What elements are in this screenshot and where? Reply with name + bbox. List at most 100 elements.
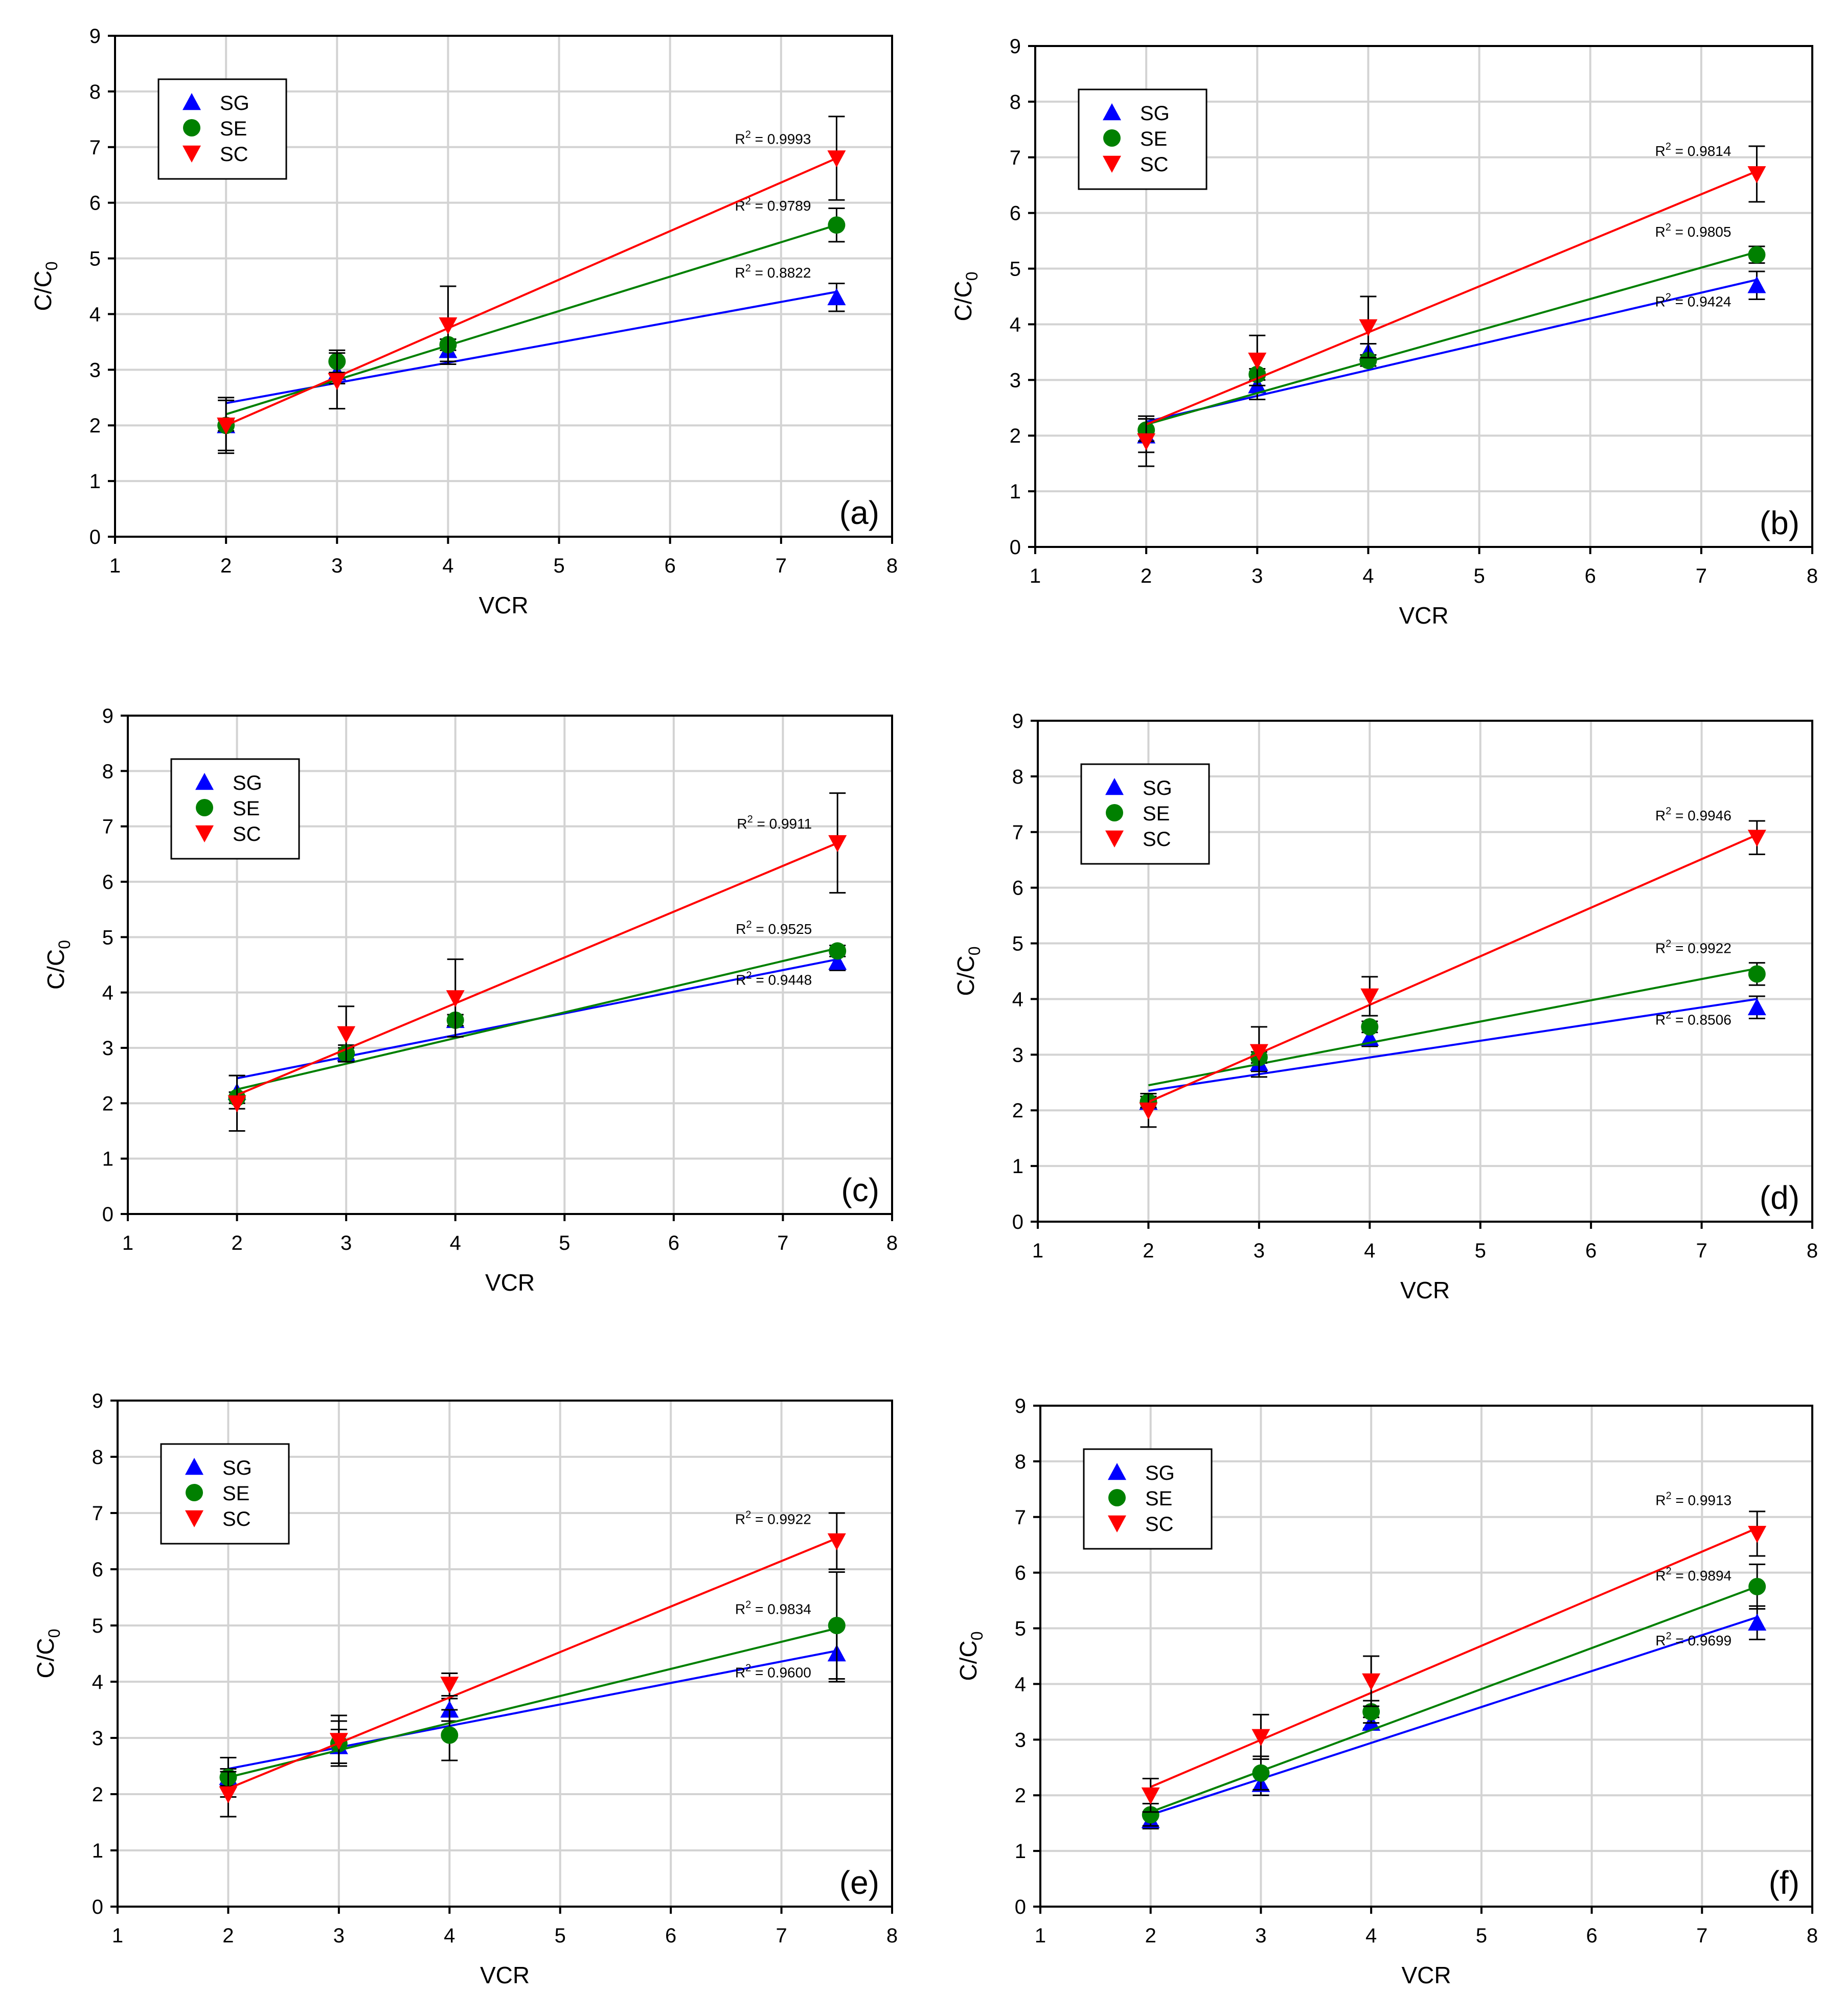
- legend-label: SE: [222, 1482, 249, 1505]
- y-axis-label: C/C0: [42, 940, 74, 990]
- legend-label: SC: [233, 823, 261, 845]
- y-tick-label: 3: [102, 1037, 113, 1060]
- panel-label: (b): [1760, 505, 1800, 541]
- y-tick-label: 2: [102, 1092, 113, 1115]
- y-tick-label: 6: [1015, 1562, 1026, 1585]
- x-axis-label: VCR: [1400, 1277, 1450, 1303]
- y-tick-label: 9: [1015, 1395, 1026, 1417]
- legend-box: [1083, 1448, 1213, 1550]
- r-squared-label: R2 = 0.9525: [736, 919, 812, 937]
- legend-box: [160, 1443, 290, 1545]
- x-tick-label: 6: [665, 555, 676, 577]
- x-tick-label: 5: [555, 1925, 566, 1947]
- data-point: [1362, 1703, 1380, 1721]
- x-axis-label: VCR: [485, 1269, 535, 1296]
- data-point: [328, 373, 347, 391]
- x-tick-label: 8: [1807, 1240, 1818, 1262]
- y-tick-label: 4: [89, 303, 101, 326]
- y-tick-label: 5: [92, 1615, 103, 1637]
- r-squared-label: R2 = 0.9600: [735, 1663, 811, 1681]
- x-tick-label: 7: [776, 1925, 787, 1947]
- x-tick-label: 5: [559, 1232, 570, 1254]
- x-tick-label: 6: [1586, 1925, 1597, 1947]
- legend-label: SE: [1140, 128, 1167, 150]
- data-point: [1748, 1577, 1766, 1595]
- x-tick-label: 1: [122, 1232, 133, 1254]
- r-squared-label: R2 = 0.9913: [1655, 1491, 1732, 1508]
- y-tick-label: 8: [102, 760, 113, 783]
- legend: SG SE SC: [170, 758, 300, 860]
- r-squared-label: R2 = 0.8822: [735, 263, 811, 281]
- y-tick-label: 0: [89, 526, 101, 548]
- x-tick-label: 5: [553, 555, 564, 577]
- fit-line: [1146, 279, 1757, 423]
- y-tick-label: 3: [1010, 369, 1021, 392]
- legend-label: SE: [220, 118, 247, 140]
- y-tick-label: 2: [92, 1783, 103, 1806]
- y-tick-label: 7: [102, 816, 113, 838]
- x-tick-label: 2: [1143, 1240, 1154, 1262]
- y-tick-label: 4: [1015, 1673, 1026, 1696]
- y-tick-label: 5: [1015, 1618, 1026, 1640]
- y-tick-label: 0: [1010, 536, 1021, 559]
- y-tick-label: 4: [102, 982, 113, 1004]
- y-tick-label: 6: [1012, 877, 1023, 900]
- plot-frame: [1034, 45, 1813, 548]
- circle-icon: [1106, 804, 1123, 821]
- triangle-up-icon: [195, 773, 214, 790]
- legend-label: SG: [1145, 1462, 1175, 1484]
- fit-line: [1146, 170, 1758, 426]
- data-point: [1747, 998, 1766, 1016]
- data-point: [1748, 1526, 1767, 1543]
- x-axis-label: VCR: [1399, 602, 1448, 629]
- legend: SG SE SC: [160, 1443, 290, 1545]
- x-tick-label: 5: [1476, 1925, 1487, 1947]
- series-se: R2 = 0.9525: [228, 919, 847, 1107]
- fit-line: [225, 290, 837, 404]
- y-tick-label: 9: [89, 25, 101, 48]
- y-tick-label: 5: [102, 926, 113, 949]
- circle-icon: [186, 1484, 203, 1501]
- y-tick-label: 8: [1012, 766, 1023, 788]
- y-tick-label: 1: [1015, 1840, 1026, 1863]
- y-tick-label: 2: [1012, 1099, 1023, 1122]
- y-tick-label: 8: [89, 81, 101, 103]
- y-tick-label: 7: [89, 136, 101, 159]
- triangle-down-icon: [195, 825, 214, 842]
- x-tick-label: 2: [1145, 1925, 1156, 1947]
- x-tick-label: 8: [886, 555, 898, 577]
- triangle-down-icon: [1105, 830, 1124, 847]
- fit-line: [1146, 250, 1757, 426]
- legend: SG SE SC: [157, 78, 287, 180]
- x-tick-label: 3: [331, 555, 343, 577]
- fit-line: [1150, 1586, 1758, 1813]
- x-tick-label: 1: [1032, 1240, 1043, 1262]
- data-point: [1251, 1729, 1270, 1746]
- x-tick-label: 6: [1585, 565, 1596, 587]
- legend: SG SE SC: [1078, 88, 1208, 190]
- series-sc: R2 = 0.9814: [1137, 141, 1766, 467]
- circle-icon: [1108, 1489, 1126, 1506]
- x-tick-label: 6: [668, 1232, 679, 1254]
- data-point: [337, 1026, 356, 1043]
- triangle-down-icon: [1108, 1515, 1126, 1532]
- series-sc: R2 = 0.9946: [1139, 806, 1766, 1128]
- panel-label: (e): [839, 1864, 879, 1901]
- data-point: [441, 1726, 459, 1744]
- y-tick-label: 1: [89, 470, 101, 493]
- fit-line: [228, 1650, 837, 1770]
- x-tick-label: 2: [222, 1925, 234, 1947]
- legend-label: SC: [1140, 153, 1169, 176]
- y-tick-label: 9: [102, 705, 113, 727]
- r-squared-label: R2 = 0.9922: [735, 1509, 811, 1527]
- data-point: [217, 417, 236, 435]
- triangle-up-icon: [1108, 1463, 1126, 1480]
- circle-icon: [1103, 129, 1121, 147]
- data-point: [1139, 1102, 1158, 1120]
- r-squared-label: R2 = 0.9814: [1655, 141, 1732, 159]
- fit-line: [1148, 834, 1758, 1103]
- data-point: [827, 1533, 846, 1550]
